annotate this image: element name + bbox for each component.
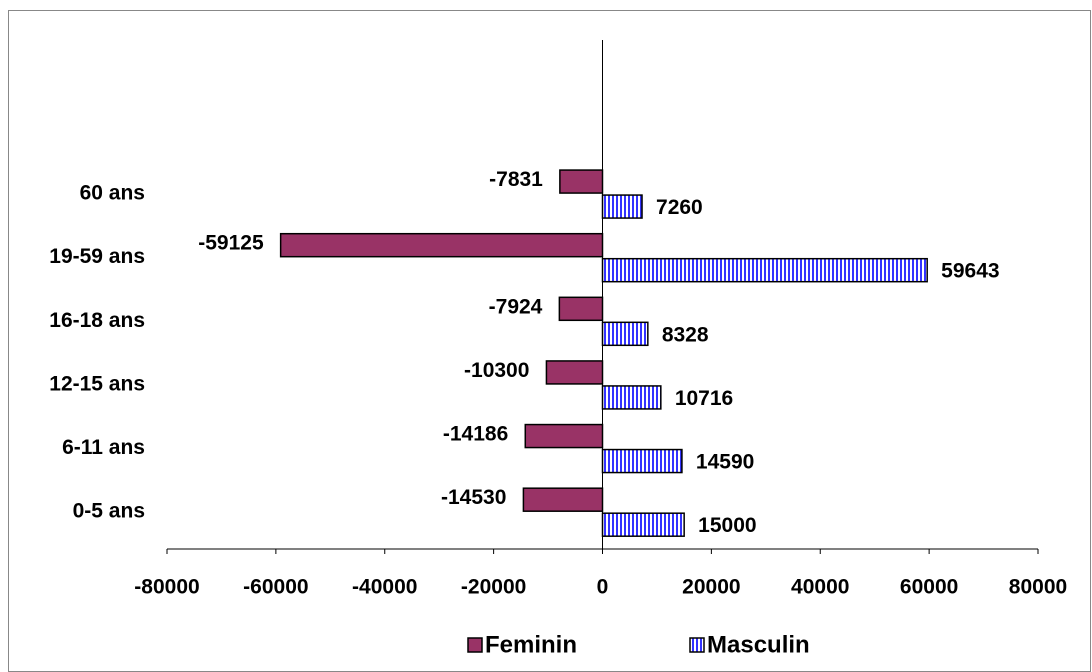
chart-border xyxy=(8,10,1091,672)
value-label: -59125 xyxy=(198,232,264,255)
x-tick-label: 80000 xyxy=(1009,576,1067,599)
y-tick-label: 19-59 ans xyxy=(49,245,145,268)
bar xyxy=(601,194,643,219)
value-label: -7831 xyxy=(489,168,543,191)
value-label: 10716 xyxy=(675,387,733,410)
value-label: -7924 xyxy=(489,295,543,318)
y-tick-label: 12-15 ans xyxy=(49,372,145,395)
x-tick-label: -80000 xyxy=(134,576,199,599)
y-tick-label: 6-11 ans xyxy=(62,436,145,459)
legend-swatch xyxy=(689,637,705,653)
y-tick-label: 16-18 ans xyxy=(49,309,145,332)
bar xyxy=(601,448,683,474)
bar xyxy=(545,360,604,385)
x-tick-label: 0 xyxy=(597,576,609,599)
bar xyxy=(279,232,604,258)
bar xyxy=(601,512,685,537)
x-tick-label: -40000 xyxy=(352,576,417,599)
x-tick-label: 40000 xyxy=(791,576,849,599)
value-label: -10300 xyxy=(464,359,529,382)
legend-swatch xyxy=(467,637,483,653)
bar xyxy=(601,385,662,410)
y-tick-label: 0-5 ans xyxy=(73,500,145,523)
value-label: 14590 xyxy=(696,451,754,474)
value-label: 15000 xyxy=(698,514,756,537)
bar xyxy=(558,296,604,322)
value-label: 7260 xyxy=(656,196,703,219)
bar xyxy=(522,487,604,512)
value-label: -14530 xyxy=(441,486,506,509)
y-tick-label: 60 ans xyxy=(80,182,145,205)
value-label: 8328 xyxy=(662,323,709,346)
legend-label: Feminin xyxy=(485,631,577,658)
x-tick-label: 60000 xyxy=(900,576,958,599)
bar xyxy=(601,321,649,347)
legend-label: Masculin xyxy=(707,631,810,658)
bar xyxy=(524,423,604,449)
bar xyxy=(559,169,604,194)
value-label: -14186 xyxy=(443,423,508,446)
x-tick-label: 20000 xyxy=(682,576,740,599)
value-label: 59643 xyxy=(941,260,999,283)
bar xyxy=(601,257,928,283)
x-tick-label: -20000 xyxy=(461,576,526,599)
x-tick-label: -60000 xyxy=(243,576,308,599)
